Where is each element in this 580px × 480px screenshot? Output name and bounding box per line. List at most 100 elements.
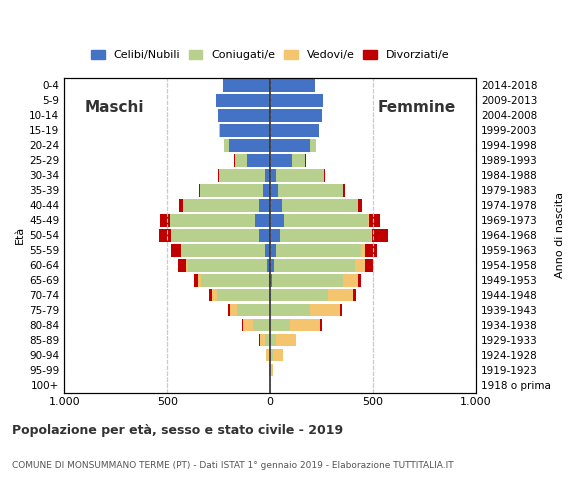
- Bar: [281, 199, 358, 212]
- Bar: [201, 274, 269, 287]
- Bar: [198, 274, 201, 287]
- Bar: [161, 214, 171, 227]
- Bar: [259, 334, 260, 347]
- Bar: [365, 259, 373, 272]
- Bar: [358, 274, 361, 287]
- Text: COMUNE DI MONSUMMANO TERME (PT) - Dati ISTAT 1° gennaio 2019 - Elaborazione TUTT: COMUNE DI MONSUMMANO TERME (PT) - Dati I…: [12, 461, 453, 470]
- Bar: [270, 274, 272, 287]
- Bar: [220, 124, 270, 137]
- Bar: [276, 334, 296, 347]
- Bar: [181, 244, 182, 256]
- Bar: [270, 109, 322, 121]
- Bar: [171, 229, 259, 241]
- Legend: Celibi/Nubili, Coniugati/e, Vedovi/e, Divorziati/e: Celibi/Nubili, Coniugati/e, Vedovi/e, Di…: [87, 46, 454, 65]
- Bar: [343, 274, 358, 287]
- Bar: [270, 244, 276, 256]
- Bar: [270, 214, 284, 227]
- Bar: [270, 79, 316, 92]
- Bar: [188, 259, 267, 272]
- Bar: [200, 184, 263, 197]
- Bar: [270, 169, 276, 181]
- Bar: [244, 319, 253, 332]
- Bar: [270, 348, 273, 361]
- Text: Maschi: Maschi: [85, 100, 144, 115]
- Bar: [183, 199, 259, 212]
- Bar: [270, 139, 310, 152]
- Bar: [280, 229, 371, 241]
- Bar: [219, 124, 220, 137]
- Bar: [292, 154, 305, 167]
- Bar: [270, 154, 292, 167]
- Bar: [259, 229, 270, 241]
- Bar: [234, 154, 235, 167]
- Bar: [229, 304, 230, 316]
- Bar: [209, 289, 212, 301]
- Bar: [269, 348, 270, 361]
- Bar: [270, 364, 271, 376]
- Bar: [265, 334, 270, 347]
- Bar: [218, 109, 270, 121]
- Bar: [278, 184, 343, 197]
- Bar: [265, 244, 270, 256]
- Bar: [270, 199, 281, 212]
- Bar: [371, 229, 372, 241]
- Bar: [274, 259, 355, 272]
- Bar: [229, 139, 270, 152]
- Bar: [194, 274, 198, 287]
- Bar: [242, 319, 244, 332]
- Bar: [369, 214, 380, 227]
- Bar: [318, 124, 320, 137]
- Text: Femmine: Femmine: [377, 100, 455, 115]
- Bar: [218, 169, 219, 181]
- Bar: [260, 334, 265, 347]
- Bar: [223, 79, 270, 92]
- Bar: [271, 289, 328, 301]
- Bar: [290, 319, 320, 332]
- Bar: [265, 169, 270, 181]
- Bar: [237, 304, 270, 316]
- Bar: [273, 348, 282, 361]
- Bar: [230, 304, 237, 316]
- Bar: [355, 259, 365, 272]
- Bar: [270, 289, 271, 301]
- Bar: [343, 184, 345, 197]
- Y-axis label: Anno di nascita: Anno di nascita: [555, 192, 565, 278]
- Bar: [270, 304, 310, 316]
- Bar: [179, 259, 186, 272]
- Bar: [276, 169, 324, 181]
- Bar: [353, 289, 356, 301]
- Bar: [235, 154, 246, 167]
- Bar: [270, 229, 280, 241]
- Text: Popolazione per età, sesso e stato civile - 2019: Popolazione per età, sesso e stato civil…: [12, 424, 343, 437]
- Bar: [216, 94, 270, 107]
- Bar: [365, 244, 377, 256]
- Bar: [270, 124, 318, 137]
- Bar: [361, 244, 365, 256]
- Bar: [219, 169, 265, 181]
- Bar: [182, 244, 265, 256]
- Bar: [217, 289, 270, 301]
- Bar: [269, 274, 270, 287]
- Bar: [271, 364, 273, 376]
- Bar: [284, 214, 368, 227]
- Bar: [224, 139, 229, 152]
- Bar: [267, 259, 270, 272]
- Y-axis label: Età: Età: [15, 226, 25, 244]
- Bar: [310, 139, 316, 152]
- Bar: [324, 169, 325, 181]
- Bar: [171, 244, 181, 256]
- Bar: [259, 199, 270, 212]
- Bar: [246, 154, 270, 167]
- Bar: [358, 199, 362, 212]
- Bar: [372, 229, 388, 241]
- Bar: [186, 259, 188, 272]
- Bar: [212, 289, 217, 301]
- Bar: [253, 319, 270, 332]
- Bar: [270, 334, 276, 347]
- Bar: [320, 319, 322, 332]
- Bar: [276, 244, 361, 256]
- Bar: [198, 184, 200, 197]
- Bar: [305, 154, 306, 167]
- Bar: [171, 214, 255, 227]
- Bar: [368, 214, 369, 227]
